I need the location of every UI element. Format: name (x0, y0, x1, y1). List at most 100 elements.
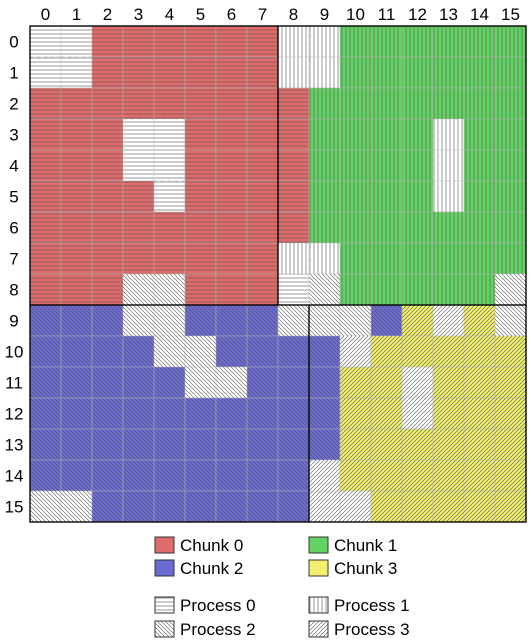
grid-cell (246, 428, 279, 461)
column-label: 4 (165, 5, 174, 24)
legend-chunk-item: Chunk 0 (154, 536, 243, 555)
grid-cell (494, 397, 527, 430)
grid-cell (122, 211, 155, 244)
grid-cell (122, 459, 155, 492)
grid-cell (463, 242, 496, 275)
grid-cell (339, 459, 372, 492)
grid-cell (60, 459, 93, 492)
column-label: 8 (289, 5, 298, 24)
grid-cell (91, 490, 124, 523)
grid-cell (60, 25, 93, 58)
legend-process-swatch (308, 596, 329, 614)
grid-cell (215, 366, 248, 399)
grid-cell (122, 335, 155, 368)
row-label: 13 (5, 436, 24, 455)
grid-cell (277, 304, 310, 337)
grid-cell (153, 149, 186, 182)
grid-cell (122, 87, 155, 120)
grid-cell (153, 366, 186, 399)
grid-cell (91, 242, 124, 275)
grid-cell (246, 242, 279, 275)
column-label: 11 (378, 5, 396, 24)
grid-cell (370, 397, 403, 430)
grid-cell (463, 25, 496, 58)
grid-cell (432, 25, 465, 58)
grid-cell (463, 490, 496, 523)
grid-cell (432, 335, 465, 368)
legend-process-swatch (154, 596, 175, 614)
row-label: 1 (9, 64, 18, 83)
grid-cell (370, 25, 403, 58)
grid-cell (184, 490, 217, 523)
row-label: 4 (9, 157, 18, 176)
grid-cell (308, 490, 341, 523)
grid-cell (432, 490, 465, 523)
legend-process-swatch (308, 620, 329, 638)
column-label: 0 (41, 5, 50, 24)
grid-cell (308, 428, 341, 461)
grid-cell (29, 25, 62, 58)
grid-cell (29, 335, 62, 368)
grid-cell (215, 118, 248, 151)
grid-cell (60, 335, 93, 368)
grid-cell (60, 211, 93, 244)
grid-cell (308, 211, 341, 244)
grid-cell (339, 366, 372, 399)
grid-cell (432, 397, 465, 430)
grid-cell (277, 118, 310, 151)
grid-cell (277, 490, 310, 523)
grid-cell (215, 397, 248, 430)
legend-chunk-swatch (154, 559, 175, 577)
grid-cell (215, 87, 248, 120)
grid-cell (277, 242, 310, 275)
row-label: 14 (5, 467, 24, 486)
grid-cell (432, 118, 465, 151)
grid-cell (370, 428, 403, 461)
grid-cell (494, 366, 527, 399)
column-label: 14 (470, 5, 489, 24)
grid-cell (432, 211, 465, 244)
grid-cell (246, 273, 279, 306)
legend-process-label: Process 3 (334, 620, 410, 639)
grid-cell (215, 490, 248, 523)
grid-cell (494, 242, 527, 275)
grid-cell (339, 87, 372, 120)
grid-cell (277, 428, 310, 461)
grid-cell (463, 335, 496, 368)
grid-cell (277, 366, 310, 399)
grid-cell (184, 25, 217, 58)
grid-cell (494, 428, 527, 461)
grid-cell (91, 211, 124, 244)
grid-cell (308, 180, 341, 213)
grid-cell (463, 56, 496, 89)
grid-cell (246, 118, 279, 151)
grid-cell (308, 25, 341, 58)
grid-cell (184, 273, 217, 306)
grid-cell (184, 366, 217, 399)
grid-cell (370, 335, 403, 368)
column-label: 6 (227, 5, 236, 24)
grid-cell (184, 118, 217, 151)
grid-cell (91, 25, 124, 58)
grid-cell (215, 273, 248, 306)
grid-cell (184, 242, 217, 275)
grid-cell (91, 459, 124, 492)
grid-cell (339, 211, 372, 244)
grid-cell (246, 366, 279, 399)
grid-cell (91, 304, 124, 337)
grid-cell (184, 335, 217, 368)
grid-cell (122, 304, 155, 337)
grid-cell (60, 273, 93, 306)
grid-cell (401, 273, 434, 306)
grid-cell (277, 273, 310, 306)
grid-cell (463, 428, 496, 461)
grid-cell (122, 428, 155, 461)
grid-cell (215, 56, 248, 89)
grid-cell (29, 87, 62, 120)
grid-cell (246, 335, 279, 368)
process-legend: Process 0 Process 1 Process 2 Process 3 (154, 596, 410, 639)
grid-cell (153, 242, 186, 275)
legend-process-label: Process 2 (180, 620, 256, 639)
grid-cell (463, 87, 496, 120)
grid-cell (494, 25, 527, 58)
